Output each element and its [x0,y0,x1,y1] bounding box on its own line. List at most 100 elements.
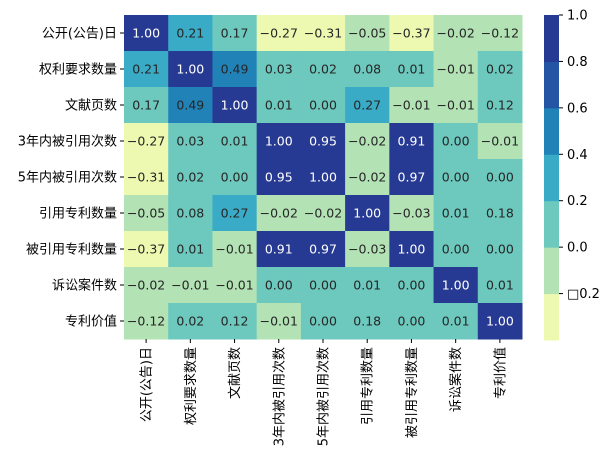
cell-value-label: −0.31 [304,26,342,41]
y-tick-label: 公开(公告)日 [42,27,117,42]
cell-value-label: 0.02 [176,314,204,329]
cell-value-label: 0.49 [176,98,204,113]
cell-value-label: 0.01 [353,278,381,293]
y-tick-label: 5年内被引用次数 [18,170,117,186]
cell-value-label: 1.00 [221,98,249,113]
heatmap-cell [433,51,479,88]
heatmap-cell [345,267,390,304]
cell-value-label: 1.00 [265,134,293,149]
heatmap-cell [389,195,435,232]
cell-value-label: 1.00 [176,62,204,77]
cell-value-label: −0.02 [348,134,386,149]
heatmap-cell [433,267,479,304]
colorbar: 1.0 0.8 0.6 0.4 0.2 0.0 □0.2 [544,9,600,341]
heatmap-cell [124,87,169,124]
x-tick-label: 权利要求数量 [183,347,199,425]
heatmap-cell [389,123,435,160]
cell-value-label: 0.01 [486,278,514,293]
heatmap-cell [124,51,169,88]
heatmap-cell [433,123,479,160]
heatmap-cell [477,15,523,52]
heatmap-cell [212,123,258,160]
cell-value-label: 0.12 [486,98,514,113]
cell-value-label: 0.91 [398,134,426,149]
colorbar-tick-label: 0.6 [567,101,588,116]
x-tick-label: 3年内被引用次数 [271,347,287,446]
heatmap-cell [212,15,258,52]
heatmap-cell [433,231,479,268]
heatmap-cell [256,123,302,160]
colorbar-band [544,15,559,62]
cell-value-label: −0.12 [127,314,165,329]
cell-value-label: −0.01 [215,242,253,257]
x-tick-label: 诉讼案件数 [449,347,464,412]
heatmap-cell [124,15,169,52]
cell-value-label: −0.01 [215,278,253,293]
cell-value-label: 0.01 [265,98,293,113]
cell-value-label: 1.00 [132,26,160,41]
y-tick-label: 引用专利数量 [39,207,117,222]
heatmap-cell [477,123,523,160]
colorbar-tick-label: 0.4 [567,148,588,163]
y-tick-label: 被引用专利数量 [26,243,117,258]
heatmap-cell [477,87,523,124]
heatmap-cell [300,87,346,124]
cell-value-label: 0.91 [265,242,293,257]
heatmap-cell [256,51,302,88]
x-tick-labels: 公开(公告)日 权利要求数量 文献页数 3年内被引用次数 5年内被引用次数 引用专利数量 被… [140,339,508,446]
heatmap-cell [300,195,346,232]
heatmap-cell [477,159,523,196]
cell-value-label: 0.17 [132,98,160,113]
cell-value-label: 0.97 [309,242,337,257]
cell-value-label: 1.00 [353,206,381,221]
heatmap-cell [124,123,169,160]
cell-value-label: −0.01 [437,62,475,77]
cell-value-label: 0.01 [221,134,249,149]
cell-value-label: 0.18 [353,314,381,329]
x-tick-label: 被引用专利数量 [405,347,420,438]
heatmap-cell [300,15,346,52]
x-tick-label: 引用专利数量 [361,347,376,425]
heatmap-cell [345,195,390,232]
heatmap-cell [168,267,213,304]
heatmap-cell [477,51,523,88]
cell-value-label: 0.00 [309,98,337,113]
cell-value-label: −0.02 [348,170,386,185]
heatmap-cell [168,159,213,196]
heatmap-cell [300,231,346,268]
cell-value-label: 0.02 [176,170,204,185]
cell-value-label: 1.00 [398,242,426,257]
heatmap-cell [300,51,346,88]
colorbar-tick-label: 0.2 [567,194,588,209]
cell-value-label: 0.00 [309,278,337,293]
heatmap-cell [345,159,390,196]
cell-value-label: −0.02 [304,206,342,221]
heatmap-cell [477,195,523,232]
y-tick-label: 专利价值 [65,314,117,330]
heatmap-cell [212,231,258,268]
cell-value-label: 0.97 [398,170,426,185]
cell-value-label: −0.02 [127,278,165,293]
cell-value-label: 0.00 [442,134,470,149]
heatmap-cell [256,195,302,232]
cell-value-label: −0.01 [481,134,519,149]
cell-value-label: 0.03 [176,134,204,149]
cell-value-label: −0.27 [127,134,165,149]
cell-value-label: 0.00 [486,170,514,185]
y-tick-label: 诉讼案件数 [52,279,117,294]
cell-value-label: 0.00 [398,278,426,293]
heatmap-cell [389,267,435,304]
heatmap-cell [124,159,169,196]
heatmap-cell [300,303,346,340]
cell-value-label: −0.01 [437,98,475,113]
cell-value-label: −0.31 [127,170,165,185]
heatmap-cell [168,87,213,124]
cell-value-label: 1.00 [486,314,514,329]
cell-value-label: 0.03 [265,62,293,77]
heatmap-cell [345,123,390,160]
heatmap-cell [389,87,435,124]
heatmap-cell [212,159,258,196]
heatmap-cell [300,123,346,160]
